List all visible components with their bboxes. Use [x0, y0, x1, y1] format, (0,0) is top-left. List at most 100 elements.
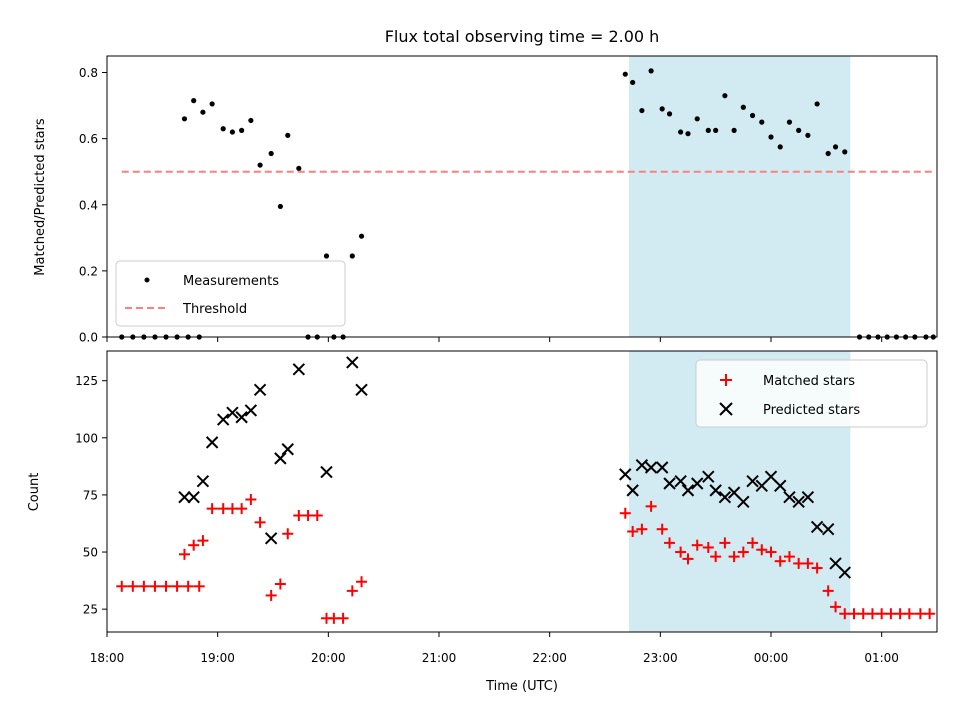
bottom-legend-box — [695, 359, 928, 428]
x-tick-label: 22:00 — [532, 651, 567, 665]
top-x-ticks — [106, 337, 883, 342]
measurement-point — [239, 127, 245, 133]
predicted-point — [810, 520, 824, 534]
legend-label-measurements: Measurements — [183, 274, 279, 289]
measurement-point — [705, 127, 711, 133]
predicted-point — [253, 383, 267, 397]
measurement-point — [805, 132, 811, 138]
measurement-point — [796, 127, 802, 133]
x-tick-label: 21:00 — [422, 651, 457, 665]
predicted-point — [244, 404, 258, 417]
top-plot-area — [119, 68, 936, 340]
x-tick-label: 01:00 — [864, 651, 899, 665]
predicted-point — [635, 459, 649, 472]
bot-ytick-label: 75 — [83, 488, 98, 502]
legend-label-matched: Matched stars — [763, 374, 855, 389]
top-ytick-label: 0.0 — [79, 331, 98, 345]
matched-point — [127, 580, 139, 592]
top-highlight-span — [628, 56, 851, 337]
predicted-point — [226, 406, 239, 419]
matched-point — [311, 509, 323, 521]
predicted-point — [829, 557, 842, 570]
measurement-point — [842, 149, 848, 155]
measurement-point — [694, 116, 700, 122]
top-y-ticks: 0.0 0.2 0.4 0.6 0.8 — [79, 66, 107, 345]
predicted-point — [178, 491, 191, 504]
top-legend: Measurements Threshold — [115, 260, 346, 327]
measurement-point — [257, 162, 263, 168]
matched-point — [924, 608, 936, 620]
matched-point — [774, 555, 786, 567]
matched-point — [839, 608, 851, 620]
measurement-point — [777, 144, 783, 150]
measurement-point — [181, 116, 188, 122]
legend-marker-matched — [720, 374, 732, 386]
matched-point — [265, 589, 277, 601]
matched-point — [793, 557, 805, 569]
bottom-y-axis-label: Count — [27, 473, 42, 512]
predicted-point — [792, 495, 805, 508]
predicted-point — [774, 479, 787, 492]
matched-point — [282, 528, 294, 540]
predicted-point — [746, 475, 759, 488]
predicted-point — [346, 356, 359, 369]
matched-point — [702, 541, 714, 553]
x-tick-label: 19:00 — [200, 651, 235, 665]
matched-point — [857, 608, 869, 620]
matched-point — [149, 580, 161, 592]
matched-point — [138, 580, 150, 592]
matched-point — [337, 612, 349, 624]
x-axis-label: Time (UTC) — [485, 679, 558, 694]
predicted-point — [821, 522, 835, 536]
measurement-point — [622, 71, 628, 77]
measurement-point — [759, 119, 765, 125]
predicted-point — [274, 452, 287, 465]
legend-marker-predicted — [719, 402, 733, 416]
predicted-point — [644, 461, 658, 474]
predicted-point — [264, 532, 278, 545]
measurement-point — [285, 132, 291, 138]
top-ytick-label: 0.8 — [79, 66, 98, 80]
measurement-point — [731, 127, 737, 133]
predicted-point — [196, 475, 210, 488]
measurement-point — [678, 129, 684, 135]
measurement-point — [740, 104, 746, 110]
matched-point — [914, 608, 926, 620]
predicted-point — [216, 413, 230, 426]
matched-point — [675, 546, 687, 558]
predicted-point — [205, 436, 219, 449]
bottom-legend: Matched stars Predicted stars — [695, 359, 928, 428]
matched-point — [710, 551, 722, 563]
matched-point — [293, 509, 305, 521]
predicted-point — [626, 484, 639, 497]
measurement-point — [666, 111, 673, 117]
top-axes-frame — [106, 55, 938, 338]
matched-point — [171, 580, 183, 592]
x-tick-label: 00:00 — [754, 651, 789, 665]
predicted-point — [718, 491, 732, 504]
predicted-point — [235, 411, 248, 424]
predicted-point — [783, 491, 796, 504]
x-tick-label: 18:00 — [90, 651, 125, 665]
matched-point — [811, 562, 823, 574]
legend-marker-measurements — [144, 277, 150, 283]
measurement-point — [229, 129, 236, 135]
matched-point — [756, 544, 768, 556]
matched-point — [236, 503, 248, 515]
measurement-point — [209, 101, 215, 107]
predicted-point — [702, 470, 715, 483]
x-tick-label: 23:00 — [643, 651, 678, 665]
bot-ytick-label: 25 — [83, 603, 98, 617]
top-series-0 — [119, 68, 936, 340]
bot-series-0 — [116, 493, 936, 624]
matched-point — [245, 493, 257, 505]
matched-point — [160, 580, 172, 592]
predicted-point — [355, 383, 368, 397]
predicted-point — [281, 443, 294, 456]
top-legend-box — [115, 260, 346, 327]
predicted-point — [674, 475, 687, 488]
matched-point — [328, 612, 340, 624]
predicted-point — [838, 566, 851, 579]
matched-point — [226, 503, 238, 515]
top-y-axis-label: Matched/Predicted stars — [33, 118, 48, 276]
